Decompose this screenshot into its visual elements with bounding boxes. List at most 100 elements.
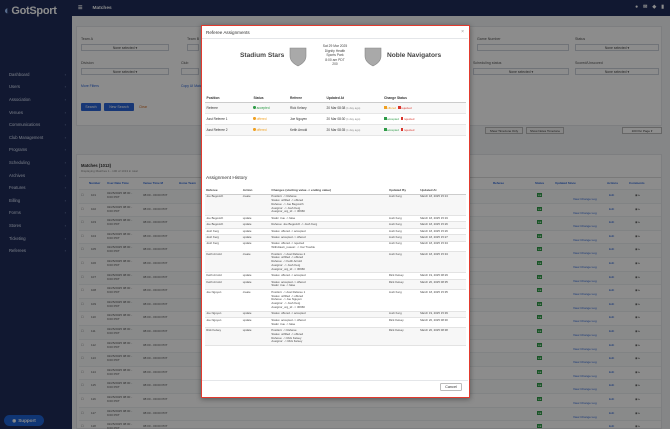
sidebar-item-billing[interactable]: Billing › [0, 194, 72, 207]
comment-icon[interactable]: ◉ ▸ [635, 383, 640, 388]
change-status-offered-button[interactable]: offered [383, 106, 396, 110]
sidebar-item-forms[interactable]: Forms › [0, 207, 72, 220]
show-timezone-button[interactable]: Show Timezone Only [485, 127, 523, 134]
copy-url-link[interactable]: Copy UI Match [181, 84, 204, 88]
matches-column-header[interactable]: Updated Since [555, 181, 576, 185]
change-log-link[interactable]: View Change Log [573, 414, 597, 419]
row-checkbox[interactable]: ☐ [81, 410, 84, 415]
comment-icon[interactable]: ◉ ▸ [635, 315, 640, 320]
change-log-link[interactable]: View Change Log [573, 265, 597, 269]
matches-column-header[interactable]: Comments [629, 181, 645, 185]
comment-icon[interactable]: ◉ ▸ [635, 410, 640, 415]
change-log-link[interactable]: View Change Log [573, 360, 597, 365]
menu-icon[interactable]: ☰ [78, 5, 83, 11]
edit-link[interactable]: Edit [609, 301, 615, 306]
change-log-link[interactable]: View Change Log [573, 237, 597, 242]
cancel-button[interactable]: Cancel [440, 383, 462, 391]
comment-icon[interactable]: ◉ ▸ [635, 301, 640, 306]
row-checkbox[interactable]: ☐ [81, 206, 84, 211]
edit-link[interactable]: Edit [609, 206, 615, 211]
sidebar-item-referees[interactable]: Referees › [0, 244, 72, 257]
change-log-link[interactable]: View Change Log [573, 292, 597, 297]
division-select[interactable]: None selected ▾ [81, 68, 169, 75]
matches-column-header[interactable]: Venue Time M [143, 181, 163, 185]
edit-link[interactable]: Edit [609, 383, 615, 388]
sidebar-item-ticketing[interactable]: Ticketing › [0, 232, 72, 245]
row-checkbox[interactable]: ☐ [81, 424, 84, 429]
search-button[interactable]: Search [81, 103, 101, 111]
matches-column-header[interactable]: Actions [607, 181, 619, 185]
row-checkbox[interactable]: ☐ [81, 342, 84, 347]
change-log-link[interactable]: View Change Log [573, 346, 597, 351]
change-log-link[interactable]: View Change Log [573, 210, 597, 215]
edit-link[interactable]: Edit [609, 288, 615, 293]
game-number-input[interactable] [477, 44, 569, 51]
scored-select[interactable]: None selected ▾ [575, 68, 659, 75]
comment-icon[interactable]: ◉ ▸ [635, 369, 640, 374]
sidebar-item-users[interactable]: Users › [0, 81, 72, 94]
edit-link[interactable]: Edit [609, 315, 615, 320]
clear-link[interactable]: Clear [139, 105, 148, 109]
scheduling-status-select[interactable]: None selected ▾ [473, 68, 569, 75]
change-status-accepted-button[interactable]: accepted [383, 117, 399, 121]
sidebar-item-stores[interactable]: Stores › [0, 219, 72, 232]
comment-icon[interactable]: ◉ ▸ [635, 261, 640, 265]
comment-icon[interactable]: ◉ ▸ [635, 397, 640, 401]
team-b-select[interactable] [187, 44, 199, 51]
edit-link[interactable]: Edit [609, 220, 615, 225]
change-log-link[interactable]: View Change Log [573, 224, 597, 229]
matches-column-header[interactable]: Referee [493, 181, 505, 185]
sidebar-item-archives[interactable]: Archives › [0, 169, 72, 182]
change-log-link[interactable]: View Change Log [573, 387, 597, 392]
table-row[interactable]: ☐ 117 02/25/2025 08:00 - 9:00 PDT 08:00 - 0… [79, 406, 661, 421]
user-icon[interactable]: ● [635, 4, 639, 10]
sidebar-item-association[interactable]: Association › [0, 93, 72, 106]
sidebar-item-programs[interactable]: Programs › [0, 144, 72, 157]
edit-link[interactable]: Edit [609, 274, 615, 279]
row-checkbox[interactable]: ☐ [81, 397, 84, 401]
row-checkbox[interactable]: ☐ [81, 193, 84, 197]
comment-icon[interactable]: ◉ ▸ [635, 274, 640, 279]
change-status-rejected-button[interactable]: rejected [400, 128, 414, 132]
edit-link[interactable]: Edit [609, 342, 615, 347]
comment-icon[interactable]: ◉ ▸ [635, 329, 640, 333]
bell-icon[interactable]: ◆ [652, 4, 657, 10]
row-checkbox[interactable]: ☐ [81, 247, 84, 252]
more-filters-link[interactable]: More Filters [81, 84, 99, 88]
matches-column-header[interactable]: Home Team [179, 181, 196, 185]
edit-link[interactable]: Edit [609, 397, 615, 401]
comment-icon[interactable]: ◉ ▸ [635, 193, 640, 197]
row-checkbox[interactable]: ☐ [81, 220, 84, 225]
comment-icon[interactable]: ◉ ▸ [635, 233, 640, 238]
sidebar-item-club-management[interactable]: Club Management › [0, 131, 72, 144]
matches-column-header[interactable]: User Date Time [107, 181, 129, 185]
change-log-link[interactable]: View Change Log [573, 251, 597, 256]
edit-link[interactable]: Edit [609, 193, 615, 197]
row-checkbox[interactable]: ☐ [81, 233, 84, 238]
change-log-link[interactable]: View Change Log [573, 401, 597, 405]
matches-column-header[interactable]: Status [535, 181, 545, 185]
change-log-link[interactable]: View Change Log [573, 373, 597, 378]
new-search-button[interactable]: New Search [104, 103, 134, 111]
support-button[interactable]: ◉ Support [4, 415, 44, 426]
row-checkbox[interactable]: ☐ [81, 369, 84, 374]
edit-link[interactable]: Edit [609, 424, 615, 429]
edit-link[interactable]: Edit [609, 329, 615, 333]
change-status-accepted-button[interactable]: accepted [383, 128, 399, 132]
comment-icon[interactable]: ◉ ▸ [635, 288, 640, 293]
comment-icon[interactable]: ◉ ▸ [635, 356, 640, 361]
row-checkbox[interactable]: ☐ [81, 356, 84, 361]
club-select[interactable] [181, 68, 199, 75]
account-icon[interactable]: ▮ [661, 4, 664, 10]
row-checkbox[interactable]: ☐ [81, 301, 84, 306]
row-checkbox[interactable]: ☐ [81, 261, 84, 265]
row-checkbox[interactable]: ☐ [81, 383, 84, 388]
edit-link[interactable]: Edit [609, 247, 615, 252]
sidebar-item-dashboard[interactable]: Dashboard › [0, 68, 72, 81]
per-page-select[interactable]: 100 Per Page ▾ [622, 127, 662, 134]
edit-link[interactable]: Edit [609, 233, 615, 238]
sidebar-item-venues[interactable]: Venues › [0, 106, 72, 119]
team-a-select[interactable]: None selected ▾ [81, 44, 169, 51]
comment-icon[interactable]: ◉ ▸ [635, 424, 640, 429]
comment-icon[interactable]: ◉ ▸ [635, 220, 640, 225]
